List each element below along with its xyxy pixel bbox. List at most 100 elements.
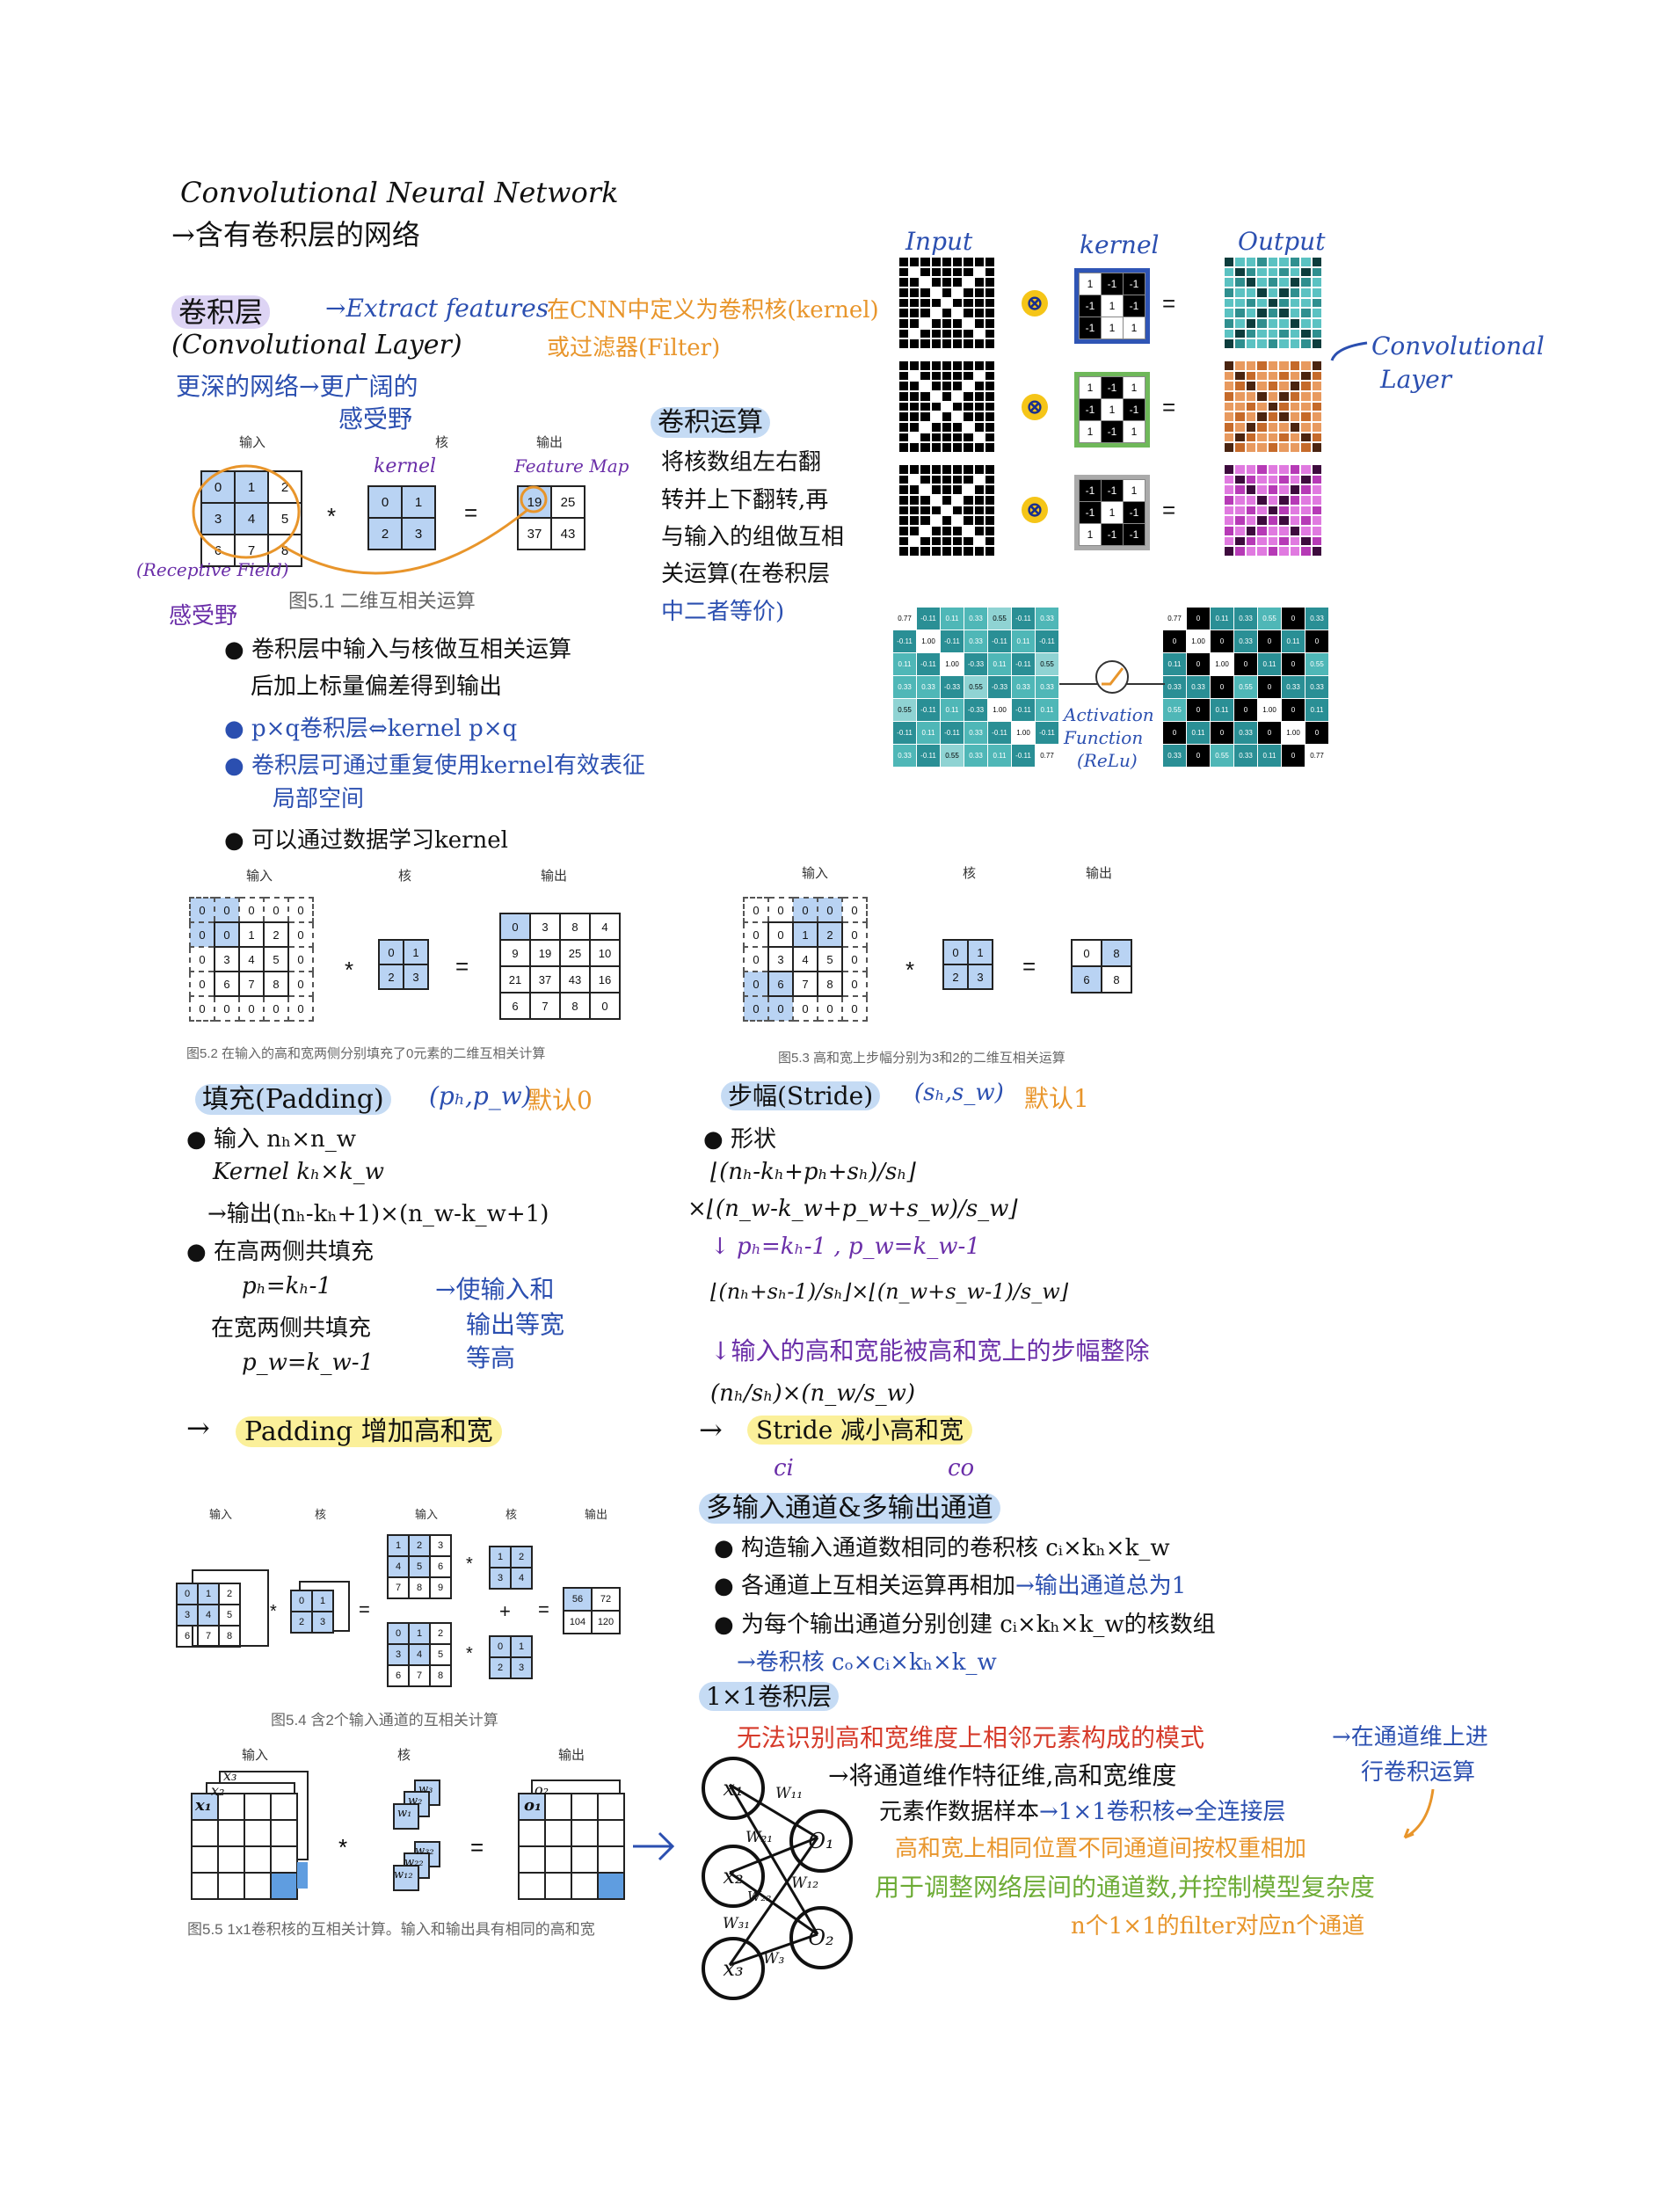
matrix-cell: 104 xyxy=(563,1610,593,1634)
conv-op-heading: 卷积运算 xyxy=(651,400,770,439)
equals-symbol: = xyxy=(455,953,469,979)
pixel xyxy=(1224,421,1235,433)
activation-cell: 0.33 xyxy=(1305,675,1329,699)
pixel xyxy=(1311,390,1322,402)
pixel xyxy=(920,432,931,443)
pixel xyxy=(952,370,964,382)
pixel xyxy=(1311,317,1322,329)
pixel xyxy=(1267,421,1279,433)
activation-cell: 0.33 xyxy=(1011,675,1036,699)
pixel xyxy=(1234,464,1246,475)
activation-cell: 0.33 xyxy=(964,607,988,630)
pixel xyxy=(1278,287,1290,298)
page-subtitle: →含有卷积层的网络 xyxy=(171,218,420,251)
pixel xyxy=(920,421,931,433)
activation-cell: 0.33 xyxy=(1305,607,1329,630)
kernel-cell: -1 xyxy=(1079,398,1102,421)
matrix-cell: 25 xyxy=(550,485,585,519)
pixel xyxy=(941,474,953,485)
pixel xyxy=(984,308,995,318)
convolve-icon: ⊗ xyxy=(1022,394,1048,420)
pixel xyxy=(952,401,964,412)
matrix-cell: 0 xyxy=(214,897,240,923)
matrix-cell: 0 xyxy=(942,939,969,965)
pixel xyxy=(984,266,995,278)
fig51-feature-map: Feature Map xyxy=(514,455,629,477)
kernel-cell: 1 xyxy=(1101,501,1124,524)
pixel xyxy=(909,421,920,433)
pixel xyxy=(1256,328,1268,339)
pixel xyxy=(1289,442,1301,453)
pixel xyxy=(1300,421,1312,433)
matrix-cell: 37 xyxy=(517,517,552,550)
activation-cell: 0 xyxy=(1186,652,1211,676)
pixel xyxy=(973,421,985,433)
padding-note-1: →使输入和 xyxy=(435,1275,555,1304)
plus-symbol: + xyxy=(499,1600,511,1622)
pixel xyxy=(952,546,964,557)
fig54-kernel-label: 核 xyxy=(315,1508,327,1521)
activation-label: Activation Function (ReLu) xyxy=(1064,703,1154,772)
matrix-cell: 3 xyxy=(510,1656,533,1679)
pixel xyxy=(1300,287,1312,298)
pixel xyxy=(1267,257,1279,267)
pixel xyxy=(920,360,931,371)
fig54-caption: 图5.4 含2个输入通道的互相关计算 xyxy=(271,1712,498,1729)
fig55-output-label: 输出 xyxy=(558,1748,585,1763)
pixel xyxy=(930,287,942,298)
conv-op-line-1: 将核数组左右翻 xyxy=(661,449,822,476)
pixel xyxy=(1245,338,1257,349)
pixel xyxy=(1311,505,1322,516)
pixel xyxy=(1311,257,1322,267)
matrix-cell: 0 xyxy=(767,921,794,948)
pixel xyxy=(909,432,920,443)
pixel xyxy=(941,328,953,339)
matrix-cell: 10 xyxy=(589,939,621,967)
activation-cell: 0 xyxy=(1257,630,1282,653)
pixel xyxy=(1289,287,1301,298)
pixel xyxy=(1256,535,1268,547)
pixel xyxy=(973,401,985,412)
matrix-cell: 5 xyxy=(429,1643,452,1666)
pixel xyxy=(1300,525,1312,536)
stride-title: 步幅(Stride) xyxy=(721,1081,881,1110)
pixel xyxy=(1256,381,1268,391)
multiply-symbol: * xyxy=(905,957,915,983)
pixel xyxy=(909,515,920,526)
pixel xyxy=(963,484,974,495)
activation-cell: -0.11 xyxy=(940,630,964,653)
pixel xyxy=(1224,484,1235,495)
pixel xyxy=(909,535,920,547)
stride-summary: Stride 减小高和宽 xyxy=(747,1411,973,1446)
pixel xyxy=(1289,484,1301,495)
pixel xyxy=(920,474,931,485)
kernel-cell: -1 xyxy=(1101,479,1124,502)
pixel xyxy=(930,494,942,506)
pixel xyxy=(1245,317,1257,329)
pixel xyxy=(898,317,910,329)
pixel xyxy=(909,494,920,506)
matrix-cell: 0 xyxy=(287,971,314,997)
pixel xyxy=(1234,317,1246,329)
equals-symbol: = xyxy=(1162,290,1176,317)
matrix-cell: 1 xyxy=(403,939,429,965)
page-title: Convolutional Neural Network xyxy=(180,176,619,209)
fig53-kernel-label: 核 xyxy=(963,866,977,881)
pixel xyxy=(909,381,920,391)
pixel xyxy=(1311,287,1322,298)
pixel xyxy=(963,257,974,267)
pixel xyxy=(1256,390,1268,402)
pixel xyxy=(930,442,942,453)
padding-line-1: ● 输入 nₕ×n_w xyxy=(186,1126,356,1153)
fig55-w22: w₂₂ xyxy=(404,1856,424,1869)
pixel xyxy=(963,338,974,349)
pixel xyxy=(1300,484,1312,495)
pixel xyxy=(1245,546,1257,557)
pixel xyxy=(1224,277,1235,287)
kernel-cell: 1 xyxy=(1101,317,1124,339)
pixel xyxy=(941,287,953,298)
activation-cell: -0.33 xyxy=(964,652,988,676)
fig54-kernel-label-2: 核 xyxy=(505,1508,518,1521)
